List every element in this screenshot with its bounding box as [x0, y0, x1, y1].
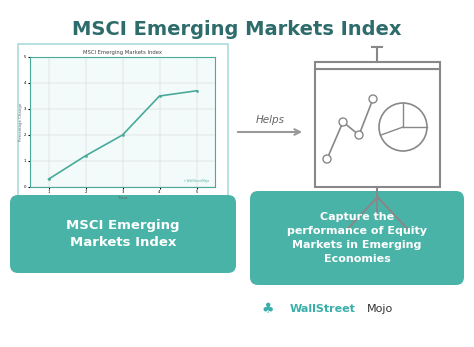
- Circle shape: [323, 155, 331, 163]
- Text: Helps: Helps: [255, 115, 284, 125]
- Text: MSCI Emerging Markets Index: MSCI Emerging Markets Index: [72, 19, 402, 39]
- Circle shape: [339, 118, 347, 126]
- Text: MSCI Emerging
Markets Index: MSCI Emerging Markets Index: [66, 219, 180, 249]
- Text: Mojo: Mojo: [367, 304, 393, 314]
- Circle shape: [355, 131, 363, 139]
- FancyBboxPatch shape: [10, 195, 236, 273]
- X-axis label: Time: Time: [117, 196, 128, 200]
- FancyBboxPatch shape: [315, 69, 440, 187]
- Y-axis label: Percentage Change: Percentage Change: [18, 103, 23, 141]
- Text: Capture the
performance of Equity
Markets in Emerging
Economies: Capture the performance of Equity Market…: [287, 212, 427, 264]
- Title: MSCI Emerging Markets Index: MSCI Emerging Markets Index: [83, 50, 162, 55]
- Circle shape: [379, 103, 427, 151]
- FancyBboxPatch shape: [250, 191, 464, 285]
- FancyBboxPatch shape: [315, 62, 440, 69]
- FancyBboxPatch shape: [18, 44, 228, 199]
- Text: ♣: ♣: [262, 302, 274, 316]
- Text: WallStreet: WallStreet: [290, 304, 356, 314]
- Text: ⚕ WallStreetMojo: ⚕ WallStreetMojo: [184, 179, 210, 183]
- Circle shape: [369, 95, 377, 103]
